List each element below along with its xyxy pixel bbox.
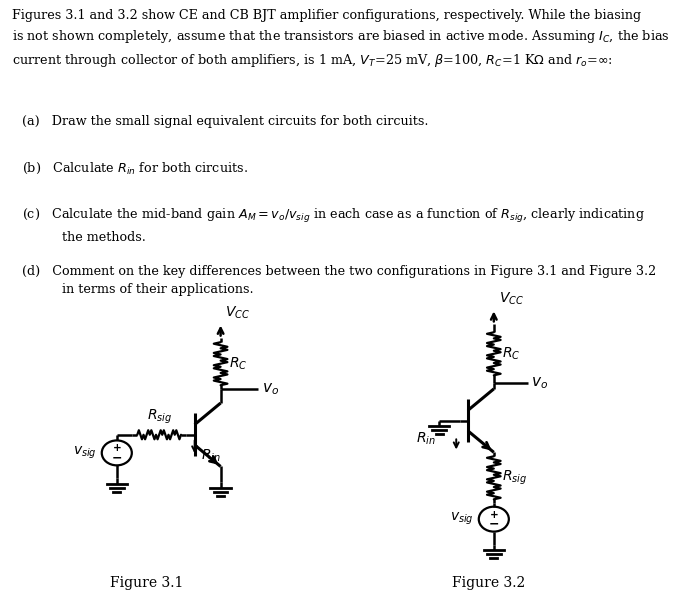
Text: Figure 3.1: Figure 3.1 bbox=[110, 576, 184, 590]
Text: −: − bbox=[111, 452, 122, 464]
Text: $R_{in}$: $R_{in}$ bbox=[416, 430, 436, 447]
Text: −: − bbox=[488, 518, 499, 531]
Text: $R_{sig}$: $R_{sig}$ bbox=[147, 407, 171, 426]
Text: +: + bbox=[113, 443, 121, 453]
Text: $R_{in}$: $R_{in}$ bbox=[201, 447, 221, 464]
Text: $v_{sig}$: $v_{sig}$ bbox=[72, 444, 96, 461]
Text: $V_{CC}$: $V_{CC}$ bbox=[499, 291, 524, 307]
Text: $v_o$: $v_o$ bbox=[262, 381, 279, 397]
Text: +: + bbox=[490, 510, 498, 519]
Text: (d)   Comment on the key differences between the two configurations in Figure 3.: (d) Comment on the key differences betwe… bbox=[22, 265, 656, 296]
Text: $V_{CC}$: $V_{CC}$ bbox=[225, 305, 251, 322]
Text: (a)   Draw the small signal equivalent circuits for both circuits.: (a) Draw the small signal equivalent cir… bbox=[22, 115, 428, 128]
Text: $v_o$: $v_o$ bbox=[531, 376, 548, 391]
Text: (c)   Calculate the mid-band gain $A_M = v_o/v_{sig}$ in each case as a function: (c) Calculate the mid-band gain $A_M = v… bbox=[22, 207, 645, 244]
Text: $R_{sig}$: $R_{sig}$ bbox=[502, 468, 527, 487]
Text: $R_C$: $R_C$ bbox=[502, 346, 520, 362]
Text: (b)   Calculate $R_{in}$ for both circuits.: (b) Calculate $R_{in}$ for both circuits… bbox=[22, 161, 248, 176]
Text: Figure 3.2: Figure 3.2 bbox=[451, 576, 525, 590]
Text: $R_C$: $R_C$ bbox=[229, 355, 247, 372]
Text: Figures 3.1 and 3.2 show CE and CB BJT amplifier configurations, respectively. W: Figures 3.1 and 3.2 show CE and CB BJT a… bbox=[12, 8, 670, 69]
Text: $v_{sig}$: $v_{sig}$ bbox=[449, 511, 473, 527]
